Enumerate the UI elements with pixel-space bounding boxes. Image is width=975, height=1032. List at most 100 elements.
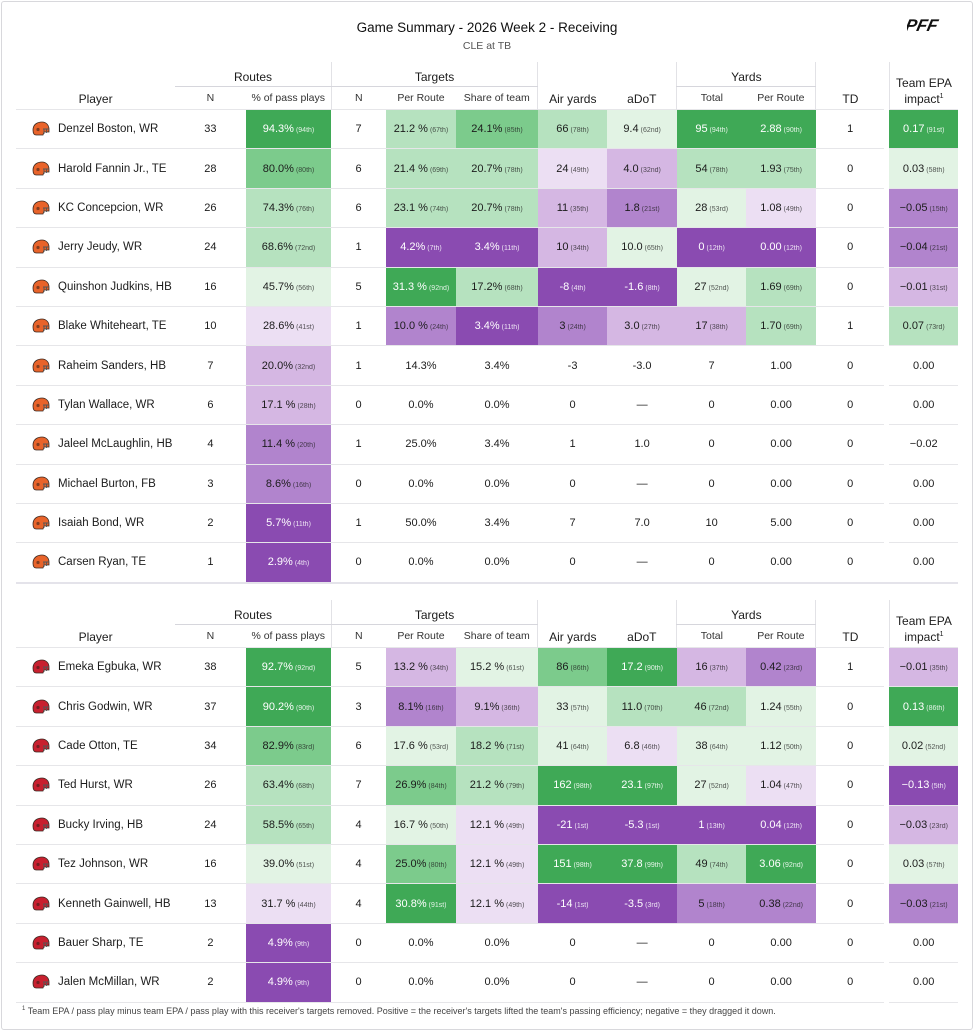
yards-per-route-rank: (50th)	[783, 743, 802, 751]
yards-total-rank: (37th)	[709, 665, 728, 673]
targets-per-route-value: 16.7 %	[393, 818, 428, 831]
player-cell: Carsen Ryan, TE	[16, 542, 176, 583]
adot-value: -5.3	[624, 818, 644, 831]
adot-value: —	[636, 936, 648, 949]
targets-per-route-rank: (16th)	[425, 704, 444, 712]
routes-pct-value: 17.1 %	[261, 398, 296, 411]
targets-share-cell: 3.4% (11th)	[456, 305, 538, 346]
player-cell: KC Concepcion, WR	[16, 187, 176, 228]
yards-per-route-rank: (75th)	[783, 166, 802, 174]
epa-value: 0.00	[912, 477, 935, 490]
air-yards-value: 24	[556, 162, 569, 175]
targets-per-route-rank: (50th)	[429, 822, 449, 830]
adot-value: 10.0	[621, 241, 643, 254]
air-yards-value: 10	[556, 241, 569, 254]
epa-value: 0.17	[903, 123, 925, 136]
targets-share-cell: 12.1 % (49th)	[456, 804, 538, 845]
epa-rank: (15th)	[929, 205, 948, 213]
routes-n-header: N	[206, 630, 215, 642]
yards-group-header: Yards	[676, 600, 816, 625]
adot-value: 17.2	[621, 661, 643, 674]
team-helmet-icon	[32, 935, 50, 950]
footnote-text: Team EPA / pass play minus team EPA / pa…	[27, 1006, 776, 1016]
targets-per-route-value: 13.2 %	[393, 661, 428, 674]
td-cell: 0	[815, 765, 885, 806]
targets-share-value: 0.0%	[484, 477, 510, 490]
targets-share-value: 12.1 %	[469, 897, 504, 910]
yards-per-route-header: Per Route	[757, 92, 805, 104]
pff-logo: PFF	[907, 15, 940, 35]
routes-pct-rank: (90th)	[295, 704, 315, 712]
yards-total-value: 0	[708, 556, 715, 569]
epa-cell: −0.05 (15th)	[889, 187, 958, 228]
player-header: Player	[78, 630, 113, 644]
yards-per-route-cell: 1.00	[746, 345, 816, 386]
team-helmet-icon	[32, 161, 50, 175]
team-helmet-icon	[32, 239, 50, 254]
routes-n-cell: 26	[175, 765, 246, 806]
yards-per-route-rank: (55th)	[783, 704, 802, 712]
air-yards-value: 0	[569, 976, 576, 989]
targets-n-cell: 7	[331, 765, 386, 806]
air-yards-rank: (1st)	[574, 901, 589, 909]
yards-total-cell: 38 (64th)	[676, 725, 747, 766]
yards-total-cell: 10	[676, 502, 747, 543]
targets-share-value: 12.1 %	[469, 818, 504, 831]
player-name: Bucky Irving, HB	[58, 818, 143, 831]
targets-n-cell: 0	[331, 962, 386, 1003]
targets-share-value: 17.2%	[471, 280, 503, 293]
yards-total-cell: 0	[676, 463, 747, 504]
td-cell: 1	[815, 305, 885, 346]
routes-pct-cell: 92.7% (92nd)	[245, 646, 332, 687]
epa-value: 0.00	[912, 936, 935, 949]
yards-total-value: 27	[694, 280, 707, 293]
yards-per-route-rank: (69th)	[783, 284, 802, 292]
routes-n-cell: 2	[175, 922, 246, 963]
routes-n-cell: 7	[175, 345, 246, 386]
routes-pct-rank: (51st)	[296, 862, 315, 870]
player-name: Cade Otton, TE	[58, 739, 138, 752]
targets-n-cell: 0	[331, 922, 386, 963]
targets-per-route-value: 31.3 %	[392, 280, 427, 293]
epa-cell: 0.00	[889, 962, 958, 1003]
air-yards-value: 0	[569, 556, 576, 569]
targets-per-route-value: 25.0%	[405, 438, 437, 451]
epa-value: −0.02	[909, 438, 938, 451]
air-yards-cell: 0	[537, 542, 608, 583]
epa-value: −0.03	[899, 818, 928, 831]
epa-cell: 0.17 (91st)	[889, 108, 958, 149]
epa-value: 0.02	[901, 739, 924, 752]
routes-pct-cell: 39.0% (51st)	[245, 843, 332, 884]
routes-pct-cell: 94.3% (94th)	[245, 108, 332, 149]
team-helmet-icon	[32, 699, 50, 713]
yards-total-rank: (12th)	[706, 245, 725, 253]
targets-share-rank: (85th)	[504, 127, 523, 135]
targets-per-route-rank: (24th)	[429, 324, 449, 332]
targets-n-header: N	[330, 86, 386, 110]
targets-n-cell: 1	[331, 227, 386, 268]
player-name: Emeka Egbuka, WR	[58, 661, 162, 674]
receiving-table: Player Routes Targets Air yards aDoT Yards TD T…	[16, 600, 958, 1003]
air-yards-cell: 41 (64th)	[537, 725, 608, 766]
air-yards-value: 3	[559, 320, 566, 333]
yards-total-header: Total	[676, 624, 747, 648]
team-helmet-icon	[32, 659, 50, 674]
epa-value: −0.13	[901, 779, 930, 792]
adot-rank: (27th)	[641, 324, 660, 332]
adot-rank: (99th)	[644, 862, 663, 870]
air-yards-value: 7	[569, 517, 576, 530]
yards-total-cell: 46 (72nd)	[676, 686, 747, 727]
epa-rank: (31st)	[929, 284, 948, 292]
epa-header: Team EPA impact1	[888, 62, 958, 110]
adot-cell: -1.6 (8th)	[607, 266, 677, 307]
targets-per-route-value: 8.1%	[398, 700, 424, 713]
targets-per-route-value: 0.0%	[408, 398, 434, 411]
routes-pct-rank: (83rd)	[295, 743, 315, 751]
routes-pct-rank: (9th)	[294, 940, 310, 948]
td-cell: 0	[815, 843, 885, 884]
targets-share-rank: (49th)	[505, 862, 525, 870]
yards-total-cell: 1 (13th)	[676, 804, 747, 845]
adot-cell: -3.5 (3rd)	[607, 883, 677, 924]
routes-pct-rank: (68th)	[295, 783, 315, 791]
air-yards-value: 66	[556, 123, 569, 136]
